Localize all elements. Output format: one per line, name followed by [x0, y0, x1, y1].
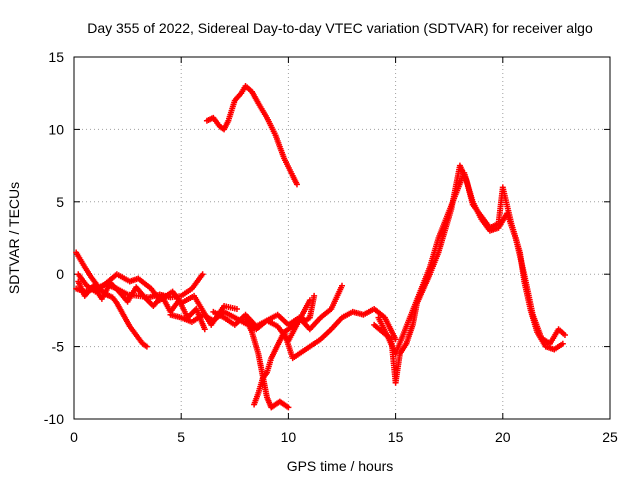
plot-frame	[73, 56, 611, 420]
data-points	[73, 82, 568, 411]
axis-ticks: 0 5 10 15 20 25 -10 -5 0 5 10 15	[44, 49, 618, 445]
x-tick-label: 20	[495, 429, 511, 445]
series-track-3	[75, 271, 240, 328]
series-track-6	[210, 282, 345, 333]
series-track-12	[203, 82, 300, 188]
x-tick-label: 5	[177, 429, 185, 445]
data-point	[201, 326, 208, 333]
series-track-7	[242, 314, 292, 411]
series-track-1	[73, 249, 150, 350]
y-tick-label: 0	[56, 266, 64, 282]
y-tick-label: -10	[44, 411, 64, 427]
data-point	[233, 305, 240, 312]
y-tick-label: 5	[56, 194, 64, 210]
series-track-11	[375, 169, 568, 357]
x-tick-label: 15	[388, 429, 404, 445]
data-point	[199, 271, 206, 278]
x-tick-label: 10	[281, 429, 297, 445]
data-point	[339, 282, 345, 289]
data-point	[559, 340, 566, 347]
x-axis-title: GPS time / hours	[287, 458, 394, 474]
grid-lines	[74, 57, 610, 419]
data-point	[285, 404, 292, 411]
series-track-4	[75, 278, 208, 333]
x-tick-label: 25	[602, 429, 618, 445]
data-point	[143, 343, 150, 350]
series-track-8	[251, 292, 318, 408]
y-tick-label: 15	[48, 49, 64, 65]
x-tick-label: 0	[70, 429, 78, 445]
data-point	[561, 332, 568, 339]
data-point	[293, 181, 300, 188]
y-axis-title: SDTVAR / TECUs	[6, 182, 22, 294]
y-tick-label: -5	[52, 339, 65, 355]
data-point	[311, 292, 318, 299]
chart-title: Day 355 of 2022, Sidereal Day-to-day VTE…	[87, 20, 593, 36]
y-tick-label: 10	[48, 121, 64, 137]
